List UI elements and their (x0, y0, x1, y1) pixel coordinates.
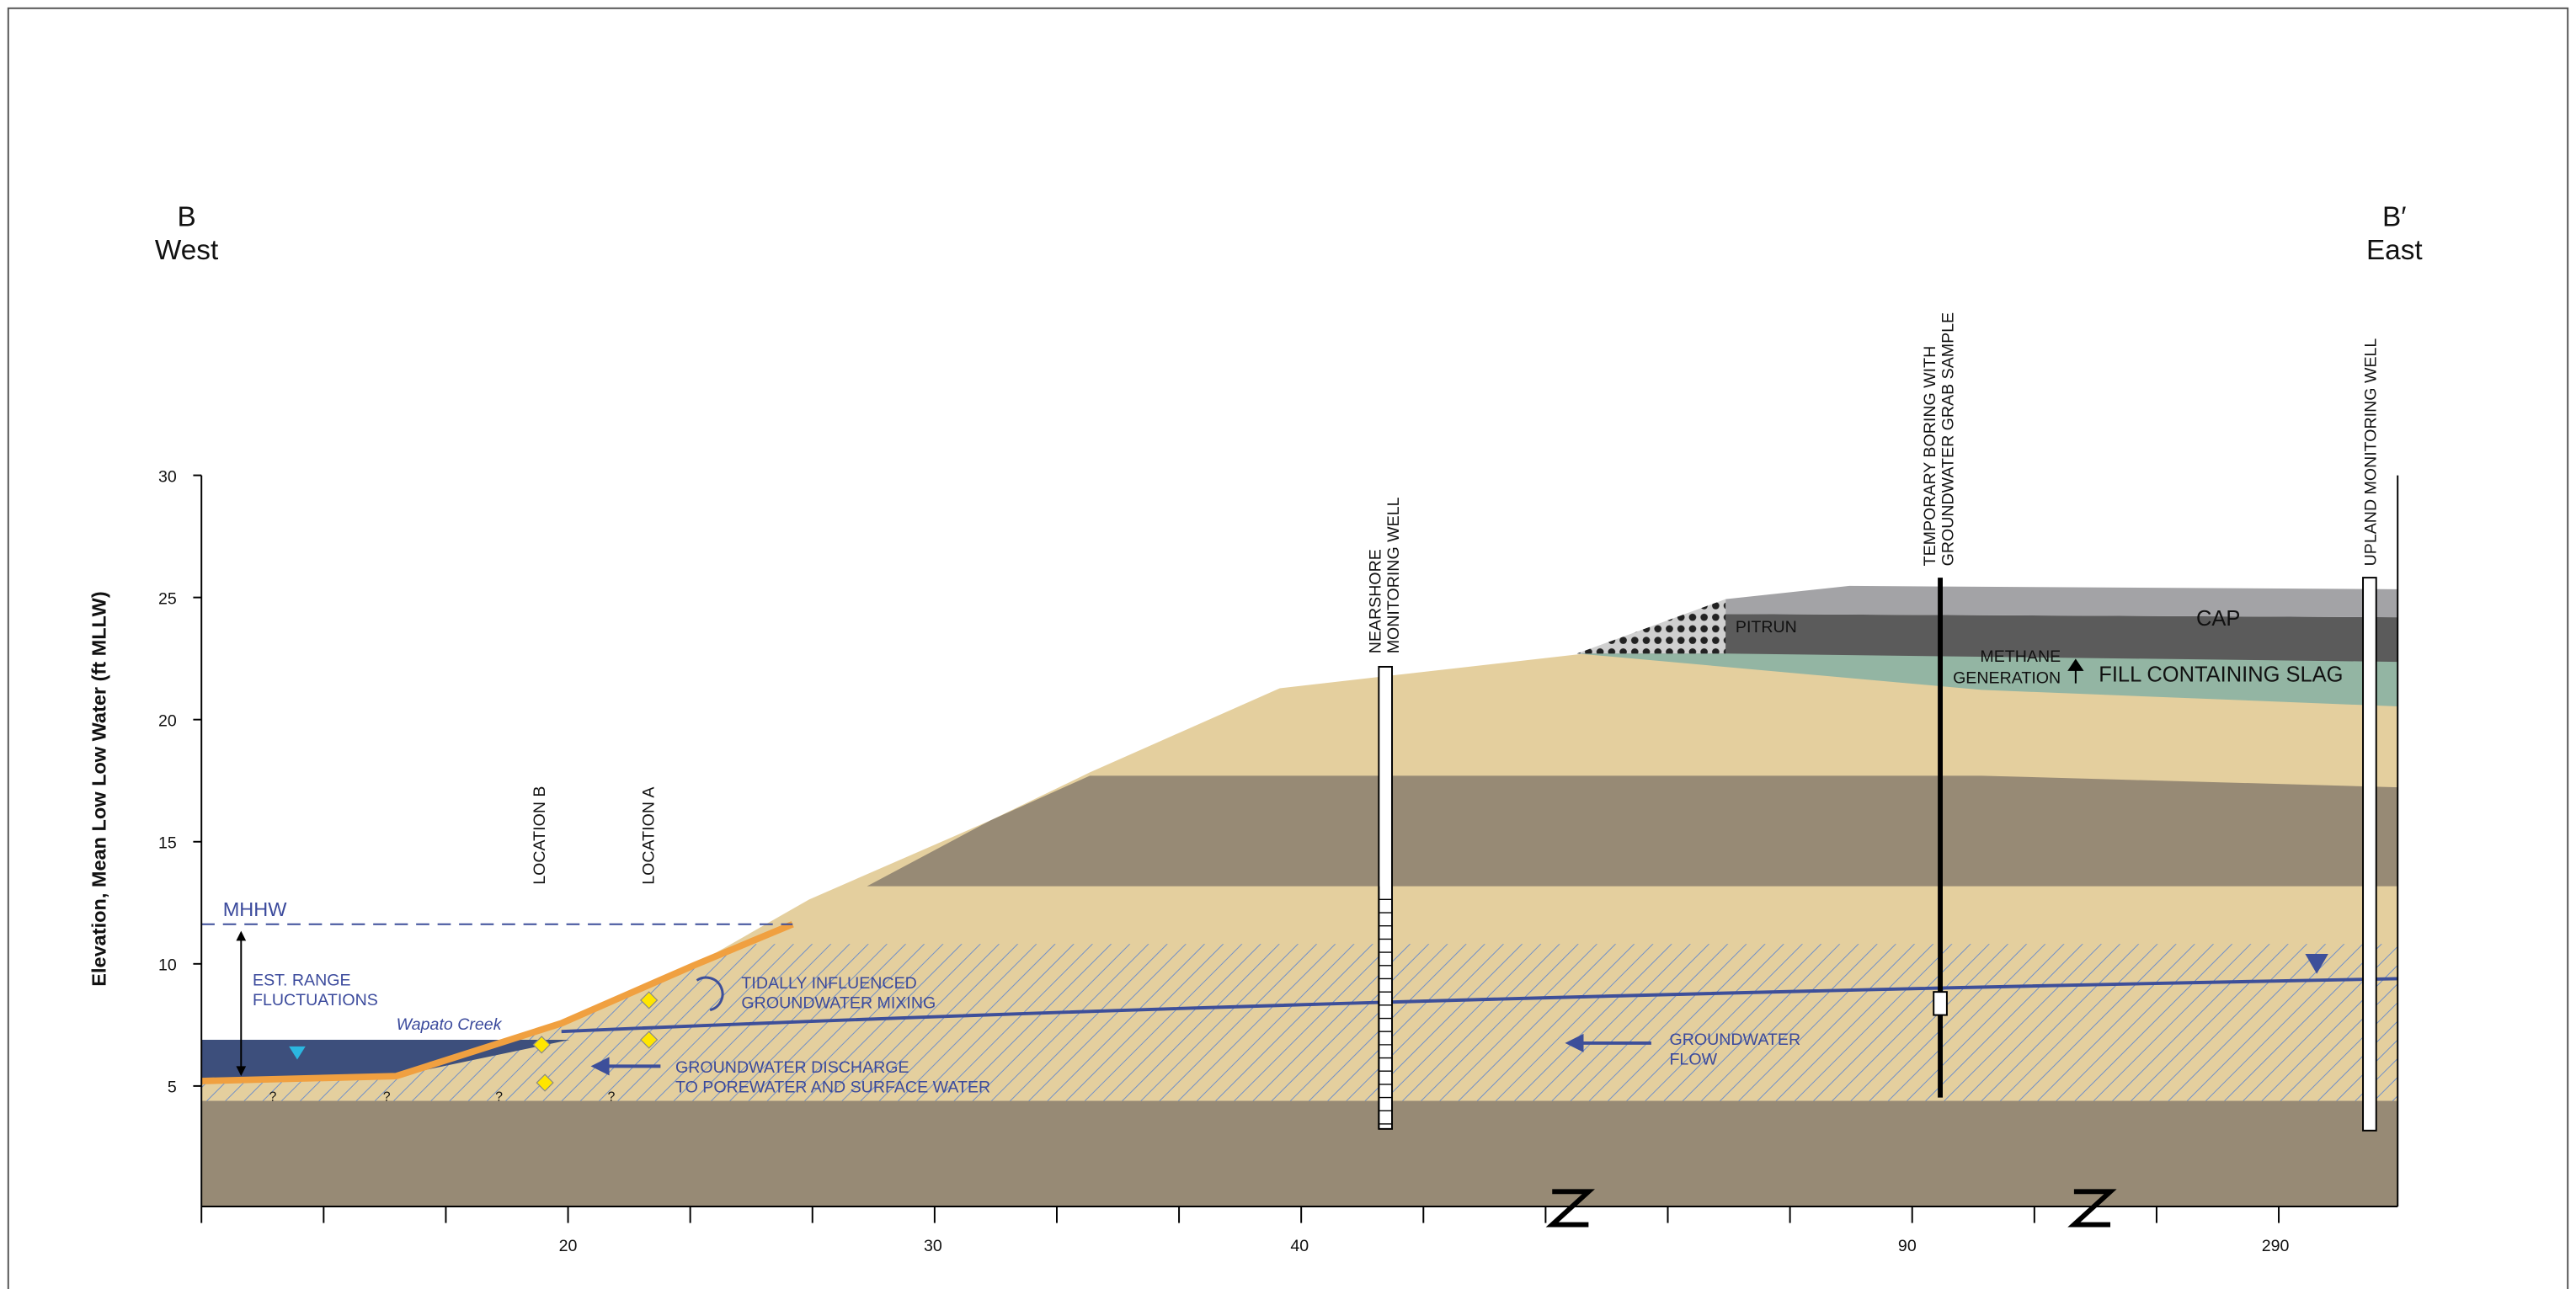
annotation: MHHW (223, 898, 288, 920)
annotation: FLOW (1669, 1050, 1717, 1068)
annotation: Wapato Creek (397, 1015, 503, 1034)
y-tick-label: 5 (168, 1079, 177, 1097)
y-tick-label: 25 (158, 589, 177, 608)
layer-label: PITRUN (1736, 618, 1797, 637)
layer-label: GENERATION (1953, 669, 2061, 688)
annotation: FLUCTUATIONS (253, 991, 378, 1009)
x-tick-label: 30 (924, 1237, 942, 1255)
unknown-mark: ? (608, 1090, 616, 1105)
y-tick-label: 20 (158, 712, 177, 731)
location-label: LOCATION A (640, 786, 659, 885)
annotation: TIDALLY INFLUENCED (741, 974, 916, 993)
section-label: B (177, 202, 195, 233)
unknown-mark: ? (495, 1090, 503, 1105)
y-tick-label: 10 (158, 956, 177, 975)
annotation: EST. RANGE (253, 971, 351, 989)
x-tick-label: 40 (1290, 1237, 1309, 1255)
annotation: GROUNDWATER MIXING (741, 994, 936, 1013)
location-label: LOCATION B (531, 786, 549, 885)
y-tick-label: 15 (158, 834, 177, 853)
y-axis-title: Elevation, Mean Low Low Water (ft MLLW) (88, 591, 109, 986)
well-label: UPLAND MONITORING WELL (2362, 338, 2381, 567)
annotation: GROUNDWATER DISCHARGE (675, 1058, 909, 1077)
x-tick-label: 90 (1898, 1237, 1917, 1255)
x-tick-label: 290 (2262, 1237, 2290, 1255)
layer-label: FILL CONTAINING SLAG (2099, 663, 2343, 687)
well-label: MONITORING WELL (1384, 497, 1403, 653)
well-label: TEMPORARY BORING WITH (1921, 346, 1939, 567)
annotation: TO POREWATER AND SURFACE WATER (675, 1079, 990, 1097)
layer-label: CAP (2196, 607, 2240, 631)
layers (201, 585, 2398, 1206)
well-label: NEARSHORE (1366, 549, 1384, 653)
wells (1378, 577, 2377, 1132)
unknown-mark: ? (269, 1090, 277, 1105)
annotation: GROUNDWATER (1669, 1031, 1800, 1049)
section-label: B′ (2382, 202, 2406, 233)
unknown-mark: ? (383, 1090, 391, 1105)
well-label: GROUNDWATER GRAB SAMPLE (1939, 312, 1958, 567)
direction: West (155, 235, 219, 266)
frame (7, 7, 2569, 1289)
direction: East (2366, 235, 2423, 266)
y-tick-label: 30 (158, 467, 177, 486)
x-tick-label: 20 (559, 1237, 578, 1255)
layer-label: METHANE (1980, 647, 2061, 666)
